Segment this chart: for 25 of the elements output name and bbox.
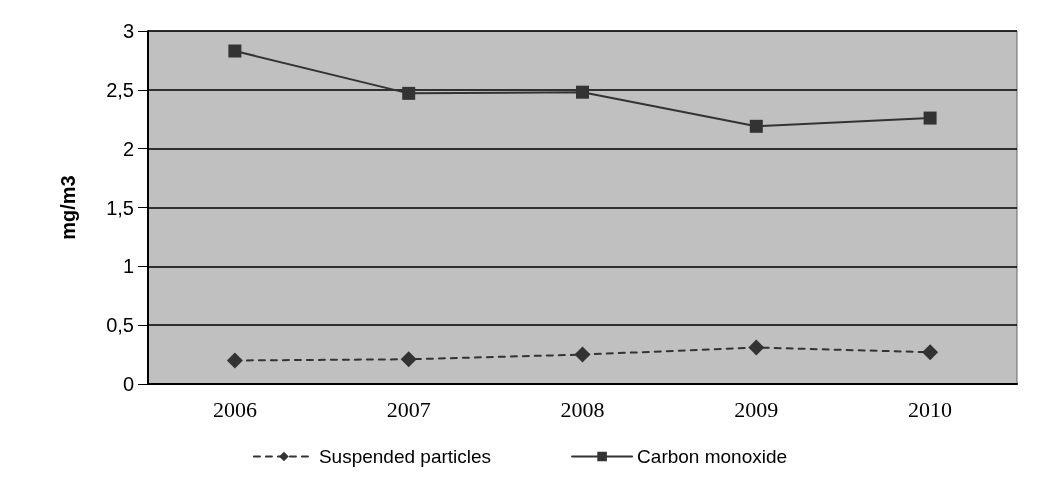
point xyxy=(923,111,937,125)
y-tick-label: 2 xyxy=(122,137,134,160)
point xyxy=(748,339,765,356)
point xyxy=(576,85,589,99)
y-tick-label: 0 xyxy=(122,373,134,395)
legend-label: Carbon monoxide xyxy=(637,446,788,467)
point xyxy=(922,344,939,361)
y-tick-label: 3 xyxy=(122,20,134,42)
point xyxy=(400,351,417,368)
y-tick-label: 2,5 xyxy=(106,78,134,101)
legend-label: Suspended particles xyxy=(318,446,492,467)
y-tick-label: 1 xyxy=(122,255,134,278)
y-axis-title: mg/m3 xyxy=(57,175,79,240)
x-tick-label: 2007 xyxy=(386,396,431,422)
point xyxy=(226,352,243,369)
x-tick-label: 2009 xyxy=(734,396,779,422)
point xyxy=(749,119,763,133)
point xyxy=(228,44,242,58)
x-tick-label: 2006 xyxy=(212,396,257,422)
point xyxy=(574,346,591,363)
x-tick-label: 2010 xyxy=(908,396,953,422)
y-tick-label: 0,5 xyxy=(106,314,134,337)
x-tick-label: 2008 xyxy=(560,396,605,422)
y-tick-label: 1,5 xyxy=(106,196,134,219)
point xyxy=(402,86,416,100)
